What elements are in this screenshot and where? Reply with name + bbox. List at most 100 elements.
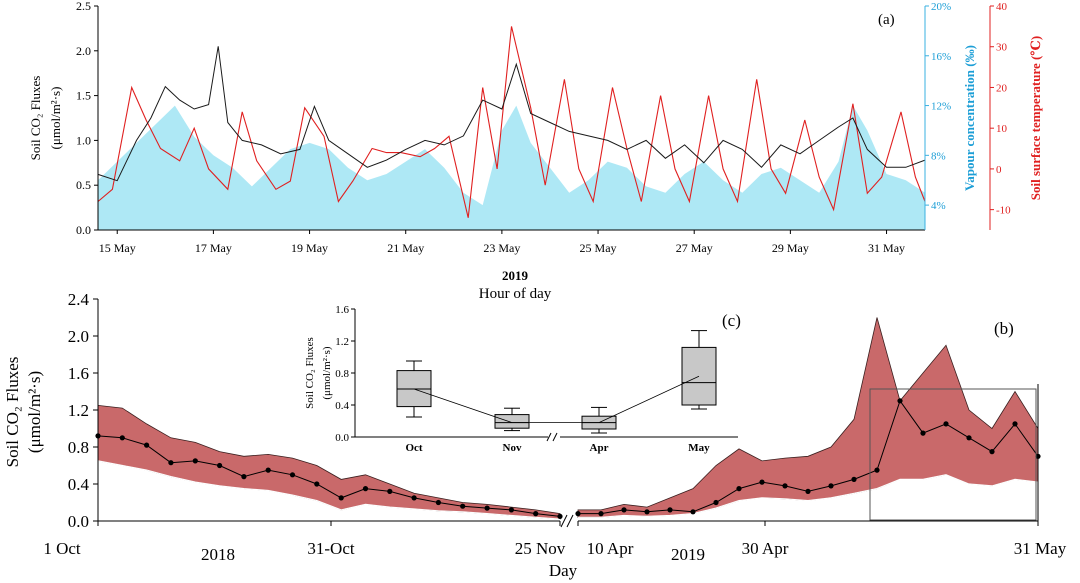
mean-point [192, 458, 198, 464]
left-tick-label: 1.5 [76, 89, 91, 103]
mean-point [1012, 421, 1018, 427]
mean-point [782, 483, 788, 489]
vapour-area [98, 105, 925, 230]
year-label: 2018 [201, 545, 235, 564]
mean-point [460, 503, 466, 509]
mean-point [851, 476, 857, 482]
lower-edge [97, 460, 561, 520]
panel-c: 0.0 0.4 0.8 1.2 1.6 Oct Nov Apr May Soil CO₂ Flux… [304, 304, 741, 454]
range-band [97, 404, 561, 520]
x-tick-label: 21 May [387, 241, 424, 255]
mean-point [828, 483, 834, 489]
b-x-tick-label: 1 Oct [43, 539, 81, 558]
vapour-tick-label: 20% [931, 1, 951, 13]
b-y-tick-label: 0.4 [68, 475, 90, 494]
temperature-axis-title: Soil surface temperature (℃) [1028, 36, 1043, 200]
mean-line [97, 435, 561, 517]
left-tick-label: 1.0 [76, 133, 91, 147]
c-y-axis-title-2: (μmol/m²·s) [321, 346, 333, 400]
mean-point [966, 435, 972, 441]
left-axis-title-1: Soil CO₂ Fluxes [28, 76, 43, 161]
b-x-axis-title: Day [549, 561, 578, 580]
mean-point [759, 479, 765, 485]
mean-point [387, 488, 393, 494]
zoom-box [869, 388, 1037, 521]
vapour-tick-label: 4% [931, 200, 946, 212]
panel-a: 0.0 0.5 1.0 1.5 2.0 2.5 4% 8% 12% 16% 20% -10 0 10 20 3… [28, 0, 1043, 302]
panel-b-label: (b) [994, 319, 1014, 338]
vapour-tick-label: 8% [931, 150, 946, 162]
mean-point [644, 509, 650, 515]
temperature-tick-label: 30 [996, 42, 1008, 54]
b-y-axis-title-2: (μmol/m²·s) [25, 371, 44, 453]
vapour-tick-label: 16% [931, 51, 951, 63]
temperature-tick-label: 40 [996, 1, 1008, 13]
c-y-tick-label: 1.6 [335, 304, 349, 316]
mean-point [533, 510, 539, 517]
mean-point [557, 513, 563, 520]
mean-point [690, 509, 696, 515]
x-year-label: 2019 [502, 268, 529, 283]
mean-point [920, 430, 926, 436]
panel-a-label: (a) [878, 12, 895, 28]
left-axis-title-2: (μmol/m²·s) [48, 87, 63, 150]
box [494, 414, 530, 429]
temperature-tick-label: 0 [996, 164, 1002, 176]
year-label: 2019 [671, 545, 705, 564]
mean-point [713, 499, 719, 506]
b-y-tick-label: 0.8 [68, 438, 89, 457]
x-tick-label: 23 May [483, 241, 520, 255]
b-y-tick-label: 1.6 [68, 364, 89, 383]
c-y-tick-label: 0.4 [335, 400, 349, 412]
lower-edge [578, 474, 1039, 518]
mean-point [168, 460, 174, 466]
temperature-tick-label: -10 [996, 205, 1011, 217]
vapour-tick-label: 12% [931, 101, 951, 113]
c-y-tick-label: 1.2 [335, 336, 349, 348]
c-category-label: May [688, 442, 710, 454]
x-tick-label: 31 May [868, 241, 905, 255]
mean-point [736, 486, 742, 492]
b-y-axis-title-1: Soil CO₂ Fluxes [3, 357, 22, 468]
panel-b: 0.0 0.4 0.8 1.2 1.6 2.0 2.4 1 Oct 31-Oct 25 Nov 10… [3, 290, 1067, 580]
b-y-tick-label: 1.2 [68, 401, 89, 420]
mean-connector [413, 375, 700, 424]
b-y-tick-label: 2.0 [68, 327, 89, 346]
b-x-tick-label: 10 Apr [587, 539, 634, 558]
mean-point [362, 486, 369, 492]
flux-line [97, 46, 926, 182]
b-x-tick-label: 31-Oct [307, 539, 354, 558]
mean-point [411, 495, 417, 501]
mean-point [943, 421, 949, 427]
temperature-tick-label: 20 [996, 82, 1008, 94]
mean-point [621, 507, 627, 513]
c-category-label: Apr [590, 442, 609, 454]
box [681, 346, 717, 406]
mean-point [289, 472, 296, 478]
mean-point [508, 507, 514, 513]
mean-point [338, 495, 344, 501]
panel-c-label: (c) [722, 311, 741, 330]
mean-point [265, 467, 271, 473]
mean-point [484, 505, 490, 511]
temperature-tick-label: 10 [996, 123, 1008, 135]
temperature-line [97, 26, 926, 218]
b-x-tick-label: 30 Apr [742, 539, 789, 558]
left-tick-label: 2.5 [76, 0, 91, 13]
axis-break [566, 514, 574, 528]
axis-break [552, 432, 558, 442]
b-y-tick-label: 0.0 [68, 512, 89, 531]
left-tick-label: 0.0 [76, 223, 91, 237]
x-tick-label: 17 May [195, 241, 232, 255]
mean-point [575, 510, 581, 517]
x-tick-label: 19 May [291, 241, 328, 255]
c-y-axis-title-1: Soil CO₂ Fluxes [304, 337, 316, 409]
b-x-tick-label: 31 May [1014, 539, 1067, 558]
c-y-tick-label: 0.0 [335, 432, 349, 444]
axis-break [546, 432, 552, 442]
left-tick-label: 0.5 [76, 178, 91, 192]
vapour-axis-title: Vapour concentration (‰) [962, 45, 977, 191]
x-tick-label: 25 May [580, 241, 617, 255]
mean-point [144, 442, 150, 448]
